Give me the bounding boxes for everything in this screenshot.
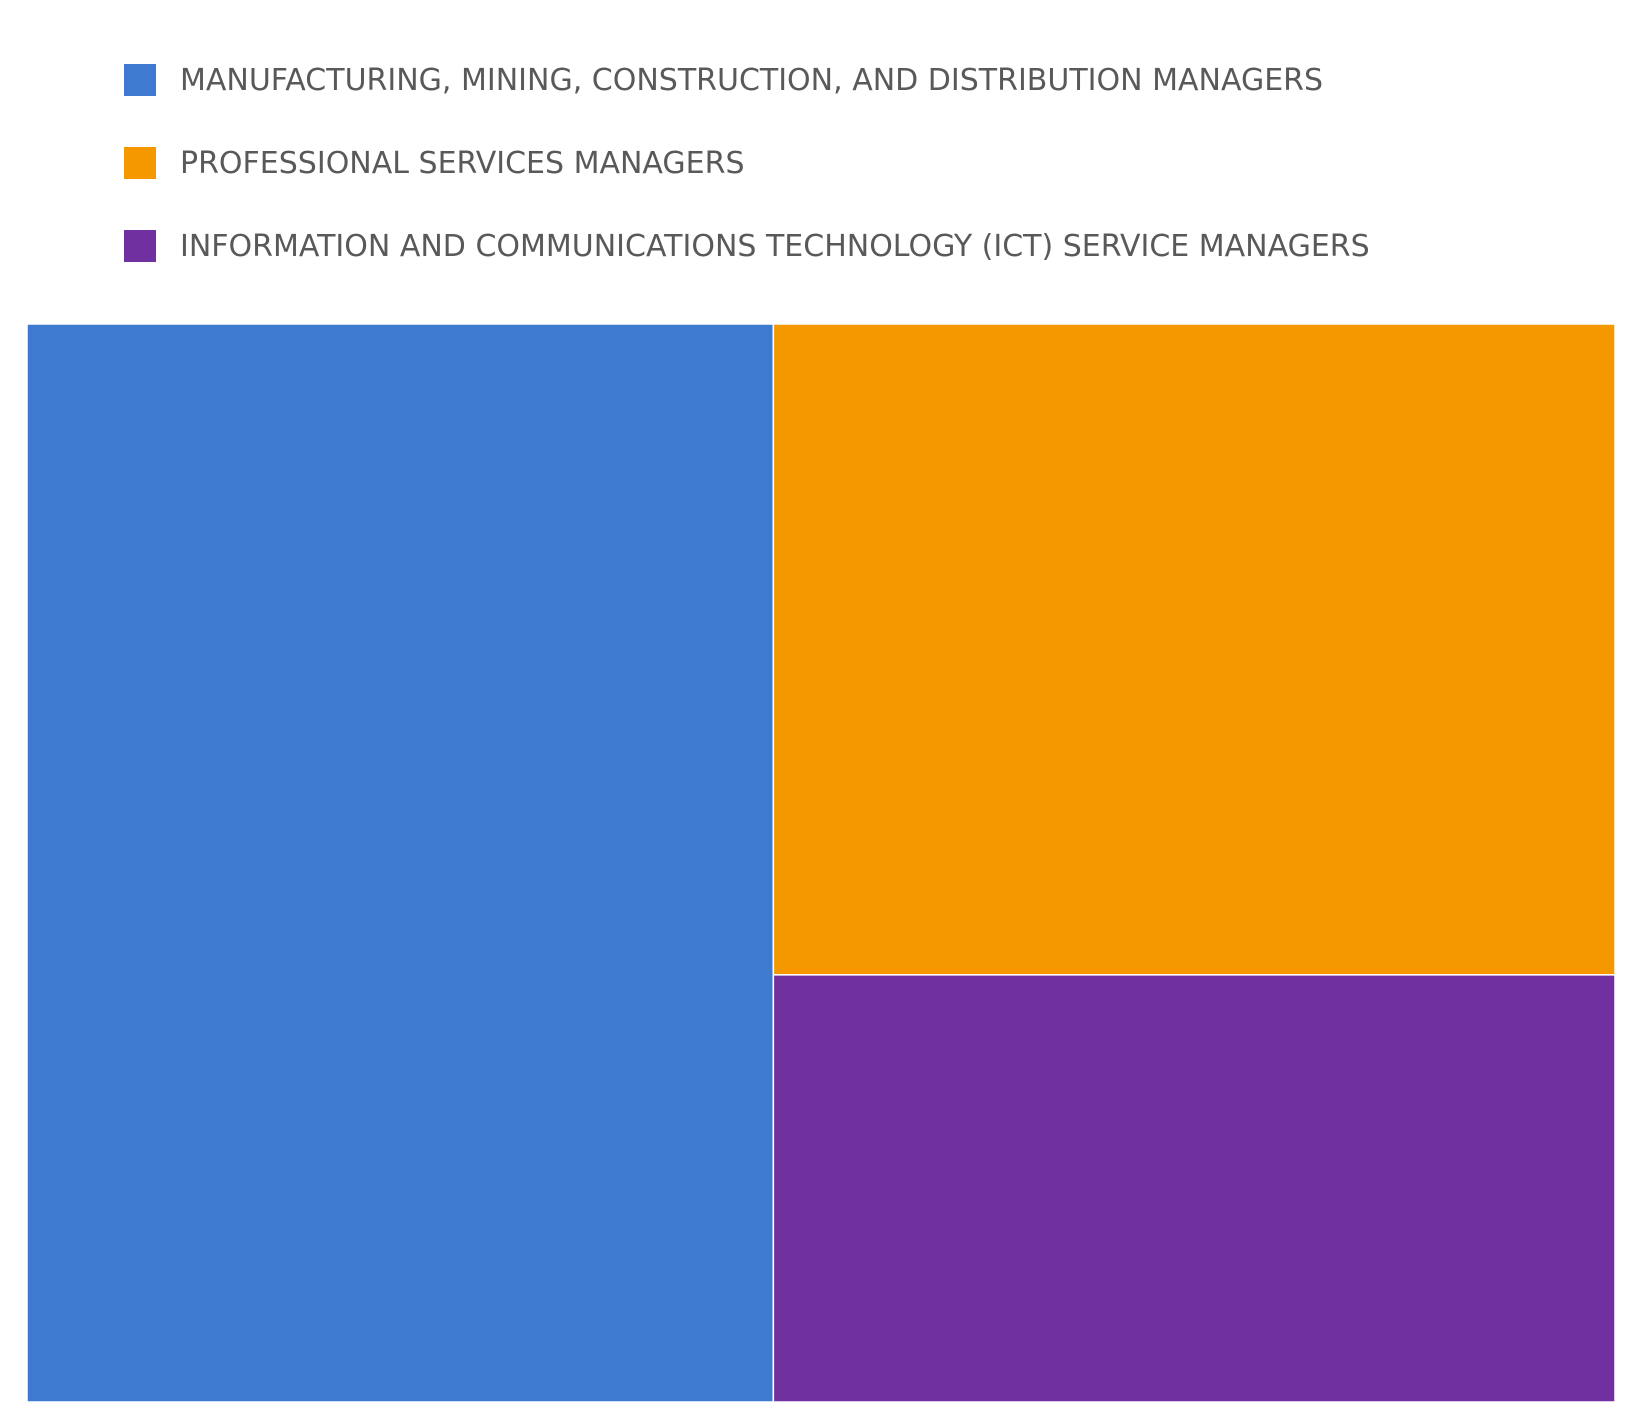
- legend-label-professional-services: PROFESSIONAL SERVICES MANAGERS: [180, 145, 745, 181]
- legend-label-manufacturing: MANUFACTURING, MINING, CONSTRUCTION, AND…: [180, 62, 1324, 98]
- legend-swatch-manufacturing: [124, 64, 156, 96]
- legend-swatch-professional-services: [124, 147, 156, 179]
- legend-item-professional-services: PROFESSIONAL SERVICES MANAGERS: [124, 143, 1624, 183]
- legend-item-manufacturing: MANUFACTURING, MINING, CONSTRUCTION, AND…: [124, 60, 1624, 100]
- treemap-cell-ict: [772, 974, 1616, 1403]
- legend-label-ict: INFORMATION AND COMMUNICATIONS TECHNOLOG…: [180, 228, 1370, 264]
- legend-item-ict: INFORMATION AND COMMUNICATIONS TECHNOLOG…: [124, 226, 1624, 266]
- treemap-cell-manufacturing: [26, 323, 775, 1403]
- legend-swatch-ict: [124, 230, 156, 262]
- chart-legend: MANUFACTURING, MINING, CONSTRUCTION, AND…: [124, 60, 1624, 309]
- treemap-cell-professional-services: [772, 323, 1616, 976]
